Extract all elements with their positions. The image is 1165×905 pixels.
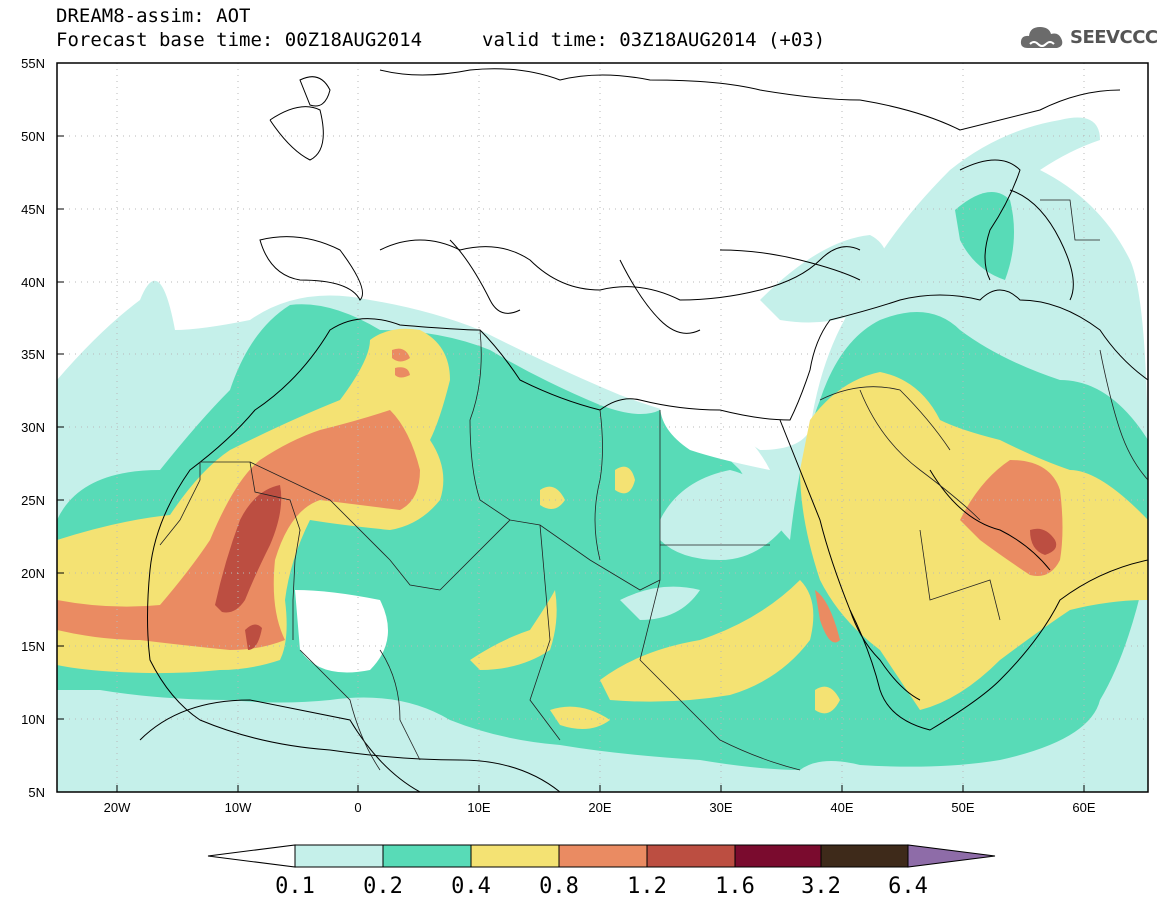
seevccc-logo: SEEVCCC xyxy=(1018,22,1158,52)
lat-tick-label: 10N xyxy=(21,712,45,727)
colorbar-label: 0.2 xyxy=(363,874,403,899)
lat-tick-label: 55N xyxy=(21,56,45,71)
aot-contour-0-8c xyxy=(392,348,410,362)
aot-contour-1-2b xyxy=(245,624,262,650)
lon-tick-label: 60E xyxy=(1072,800,1095,815)
colorbar-seg-2 xyxy=(382,844,472,868)
colorbar-seg-8 xyxy=(907,844,996,868)
lat-tick-labels: 5N 10N 15N 20N 25N 30N 35N 40N 45N 50N 5… xyxy=(21,56,45,800)
aot-clear-mali xyxy=(295,590,388,673)
lat-tick-label: 20N xyxy=(21,566,45,581)
country-borders xyxy=(159,199,1148,771)
lon-tick-label: 20E xyxy=(588,800,611,815)
colorbar-seg-0 xyxy=(207,844,296,868)
lat-tick-label: 25N xyxy=(21,493,45,508)
lon-tick-label: 10W xyxy=(225,800,252,815)
colorbar xyxy=(207,844,996,868)
valid-time: valid time: 03Z18AUG2014 (+03) xyxy=(482,29,826,51)
colorbar-label: 0.1 xyxy=(275,874,315,899)
aot-contour-0-4e xyxy=(540,486,565,509)
lon-tick-label: 20W xyxy=(104,800,131,815)
logo-text: SEEVCCC xyxy=(1070,26,1158,48)
colorbar-seg-5 xyxy=(646,844,736,868)
aot-contour-0-2b xyxy=(955,192,1014,280)
colorbar-seg-4 xyxy=(558,844,648,868)
aot-clear-chad xyxy=(620,586,700,620)
axis-ticks xyxy=(57,135,1085,792)
aot-contour-0-4d xyxy=(470,590,557,670)
lat-tick-label: 45N xyxy=(21,202,45,217)
aot-contour-0-4g xyxy=(550,706,610,729)
colorbar-labels: 0.1 0.2 0.4 0.8 1.2 1.6 3.2 6.4 xyxy=(275,874,928,899)
aot-clear-egypt xyxy=(660,470,790,560)
colorbar-label: 3.2 xyxy=(801,874,841,899)
colorbar-label: 6.4 xyxy=(888,874,928,899)
aot-contour-0-4c xyxy=(600,580,814,702)
lon-tick-label: 10E xyxy=(467,800,490,815)
cloud-icon xyxy=(1020,27,1063,48)
colorbar-label: 0.8 xyxy=(539,874,579,899)
colorbar-label: 0.4 xyxy=(451,874,491,899)
lon-tick-label: 0 xyxy=(354,800,361,815)
coastlines xyxy=(139,68,1148,792)
colorbar-seg-1 xyxy=(294,844,384,868)
lon-tick-labels: 20W 10W 0 10E 20E 30E 40E 50E 60E xyxy=(104,800,1096,815)
colorbar-seg-3 xyxy=(470,844,560,868)
lat-tick-label: 15N xyxy=(21,639,45,654)
colorbar-label: 1.6 xyxy=(715,874,755,899)
aot-contour-0-8e xyxy=(815,590,840,643)
forecast-base-time: Forecast base time: 00Z18AUG2014 xyxy=(56,29,423,51)
aot-contour-0-1b xyxy=(760,235,888,323)
aot-contour-0-8d xyxy=(395,367,410,378)
map-title: DREAM8-assim: AOT xyxy=(56,5,251,27)
aot-contour-1-2 xyxy=(215,485,282,613)
lat-tick-label: 50N xyxy=(21,129,45,144)
lat-tick-label: 40N xyxy=(21,275,45,290)
aot-contour-1-2c xyxy=(1030,528,1057,555)
colorbar-seg-6 xyxy=(734,844,822,868)
aot-clear-libya xyxy=(660,405,770,470)
aot-contour-0-4f xyxy=(615,466,635,494)
lat-tick-label: 30N xyxy=(21,420,45,435)
lon-tick-label: 40E xyxy=(830,800,853,815)
aot-contour-0-4h xyxy=(815,686,840,714)
lat-tick-label: 5N xyxy=(28,785,45,800)
lat-tick-label: 35N xyxy=(21,347,45,362)
aot-contour-0-4b xyxy=(800,372,1148,710)
lon-tick-label: 30E xyxy=(709,800,732,815)
colorbar-seg-7 xyxy=(820,844,909,868)
lon-tick-label: 50E xyxy=(951,800,974,815)
colorbar-label: 1.2 xyxy=(627,874,667,899)
